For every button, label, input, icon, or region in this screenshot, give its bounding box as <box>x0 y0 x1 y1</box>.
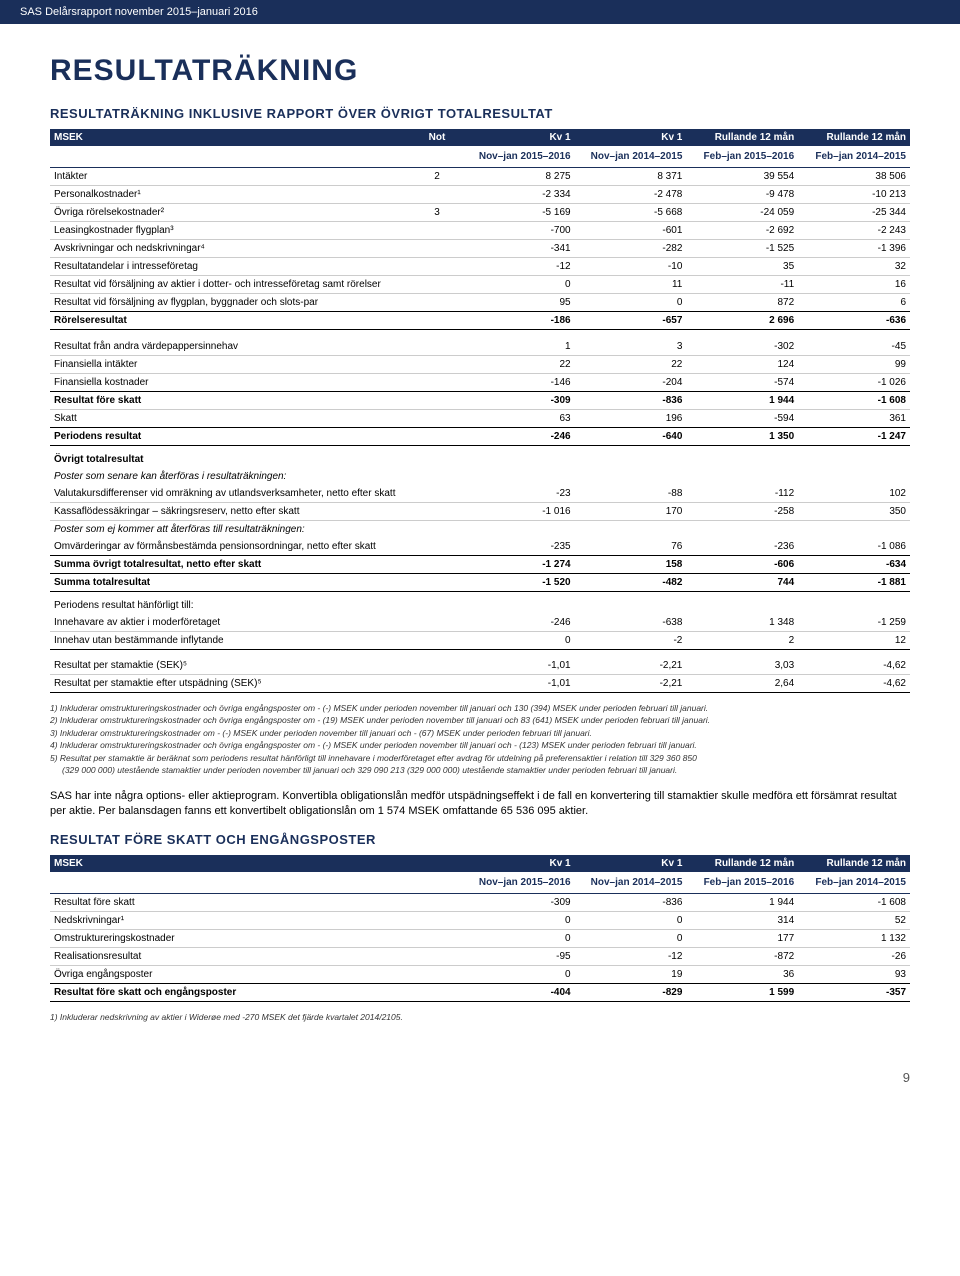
spacer-row <box>50 649 910 657</box>
table-row: Summa totalresultat-1 520-482744-1 881 <box>50 573 910 591</box>
table-row: Kassaflödessäkringar – säkringsreserv, n… <box>50 502 910 520</box>
col-roll1: Rullande 12 mån <box>686 855 798 872</box>
col-roll2: Rullande 12 mån <box>798 129 910 146</box>
table-row: Övriga engångsposter0193693 <box>50 965 910 983</box>
table-row: Finansiella intäkter222212499 <box>50 355 910 373</box>
table-row: Resultat vid försäljning av flygplan, by… <box>50 294 910 312</box>
header-title: SAS Delårsrapport november 2015–januari … <box>20 6 258 18</box>
sub-c4: Feb–jan 2015–2016 <box>686 146 798 168</box>
italic-row: Poster som ej kommer att återföras till … <box>50 520 910 538</box>
table-row: Realisationsresultat-95-12-872-26 <box>50 947 910 965</box>
footnote: 5) Resultat per stamaktie är beräknat so… <box>50 753 910 764</box>
table-row: Övriga rörelsekostnader²3-5 169-5 668-24… <box>50 204 910 222</box>
table-row: Rörelseresultat-186-6572 696-636 <box>50 312 910 330</box>
table-subhead-row: Nov–jan 2015–2016 Nov–jan 2014–2015 Feb–… <box>50 872 910 894</box>
page-content: RESULTATRÄKNING RESULTATRÄKNING INKLUSIV… <box>0 24 960 1055</box>
table-row: Resultat före skatt-309-8361 944-1 608 <box>50 391 910 409</box>
table-subhead-row: Nov–jan 2015–2016 Nov–jan 2014–2015 Feb–… <box>50 146 910 168</box>
table-row: Personalkostnader¹-2 334-2 478-9 478-10 … <box>50 186 910 204</box>
page-title: RESULTATRÄKNING <box>50 54 910 88</box>
table-row: Intäkter28 2758 37139 55438 506 <box>50 168 910 186</box>
footnote: 2) Inkluderar omstruktureringskostnader … <box>50 715 910 726</box>
footnote: 3) Inkluderar omstruktureringskostnader … <box>50 728 910 739</box>
table-row: Resultat per stamaktie efter utspädning … <box>50 675 910 693</box>
table-header-row: MSEK Not Kv 1 Kv 1 Rullande 12 mån Rulla… <box>50 129 910 146</box>
table-row: Resultat före skatt och engångsposter-40… <box>50 983 910 1001</box>
income-statement-table: MSEK Not Kv 1 Kv 1 Rullande 12 mån Rulla… <box>50 129 910 693</box>
table-row: Resultat före skatt-309-8361 944-1 608 <box>50 893 910 911</box>
table-row: Periodens resultat-246-6401 350-1 247 <box>50 427 910 445</box>
table-row: Summa övrigt totalresultat, netto efter … <box>50 555 910 573</box>
col-kv1b: Kv 1 <box>575 129 687 146</box>
col-kv1b: Kv 1 <box>575 855 687 872</box>
col-not: Not <box>411 129 463 146</box>
table-row: Skatt63196-594361 <box>50 409 910 427</box>
body-paragraph: SAS har inte några options- eller aktiep… <box>50 789 910 820</box>
footnotes-1: 1) Inkluderar omstruktureringskostnader … <box>50 703 910 777</box>
document-header: SAS Delårsrapport november 2015–januari … <box>0 0 960 24</box>
section2-title: RESULTAT FÖRE SKATT OCH ENGÅNGSPOSTER <box>50 832 910 847</box>
col-roll1: Rullande 12 mån <box>686 129 798 146</box>
oneoff-table: MSEK Kv 1 Kv 1 Rullande 12 mån Rullande … <box>50 855 910 1002</box>
footnote: 4) Inkluderar omstruktureringskostnader … <box>50 740 910 751</box>
table-row: Innehav utan bestämmande inflytande0-221… <box>50 631 910 649</box>
footnote: (329 000 000) utestående stamaktier unde… <box>50 765 910 776</box>
table-row: Omstruktureringskostnader001771 132 <box>50 929 910 947</box>
table-row: Resultat från andra värdepappersinnehav1… <box>50 338 910 356</box>
sub-c5: Feb–jan 2014–2015 <box>798 146 910 168</box>
page-number: 9 <box>0 1055 960 1095</box>
footnotes-2: 1) Inkluderar nedskrivning av aktier i W… <box>50 1012 910 1023</box>
table-row: Avskrivningar och nedskrivningar⁴-341-28… <box>50 240 910 258</box>
col-kv1a: Kv 1 <box>463 129 575 146</box>
spacer-row <box>50 330 910 338</box>
table-row: Omvärderingar av förmånsbestämda pension… <box>50 538 910 556</box>
subsection-head: Övrigt totalresultat <box>50 445 910 468</box>
table-row: Leasingkostnader flygplan³-700-601-2 692… <box>50 222 910 240</box>
table-row: Resultat vid försäljning av aktier i dot… <box>50 276 910 294</box>
subsection-head: Periodens resultat hänförligt till: <box>50 591 910 614</box>
table-row: Nedskrivningar¹0031452 <box>50 911 910 929</box>
col-msek: MSEK <box>50 129 411 146</box>
col-kv1a: Kv 1 <box>463 855 575 872</box>
table-row: Innehavare av aktier i moderföretaget-24… <box>50 614 910 632</box>
italic-row: Poster som senare kan återföras i result… <box>50 468 910 485</box>
table-header-row: MSEK Kv 1 Kv 1 Rullande 12 mån Rullande … <box>50 855 910 872</box>
footnote: 1) Inkluderar nedskrivning av aktier i W… <box>50 1012 910 1023</box>
table-row: Resultat per stamaktie (SEK)⁵-1,01-2,213… <box>50 657 910 675</box>
sub-c2: Nov–jan 2015–2016 <box>463 146 575 168</box>
table-row: Valutakursdifferenser vid omräkning av u… <box>50 485 910 503</box>
footnote: 1) Inkluderar omstruktureringskostnader … <box>50 703 910 714</box>
col-roll2: Rullande 12 mån <box>798 855 910 872</box>
table-row: Finansiella kostnader-146-204-574-1 026 <box>50 373 910 391</box>
table-row: Resultatandelar i intresseföretag-12-103… <box>50 258 910 276</box>
section1-title: RESULTATRÄKNING INKLUSIVE RAPPORT ÖVER Ö… <box>50 106 910 121</box>
col-msek: MSEK <box>50 855 463 872</box>
sub-c3: Nov–jan 2014–2015 <box>575 146 687 168</box>
